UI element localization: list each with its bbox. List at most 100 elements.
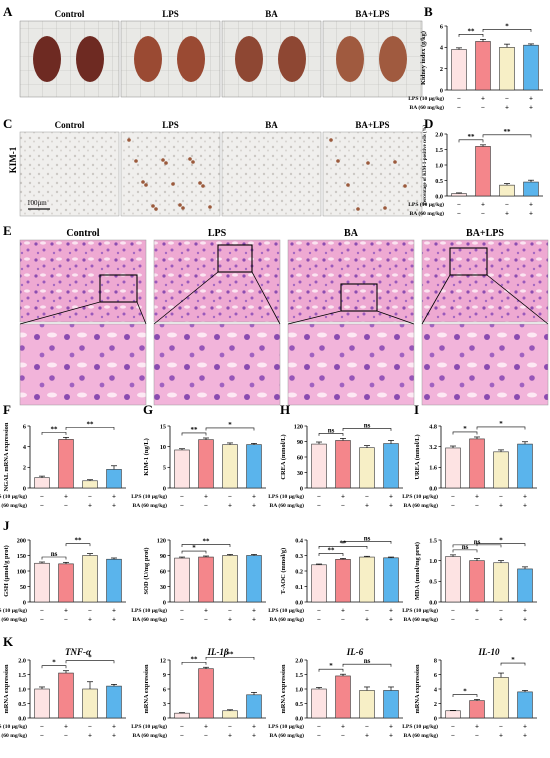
zoom-box-0 [99,274,138,303]
photo-a-label-0: Control [55,9,85,19]
sig-label: * [463,688,467,696]
lps-sign: + [252,723,256,731]
y-tick-label: 4 [440,45,443,52]
y-tick-label: 1.5 [295,672,303,679]
ba-sign: − [317,616,321,624]
sig-bracket [452,694,478,698]
sig-label: ** [203,537,211,545]
lps-sign: + [252,493,256,501]
y-tick-label: 0.3 [295,553,303,560]
lps-sign: + [341,607,345,615]
ihc-stain-dot [134,159,138,163]
bar-ba [493,562,509,603]
bar-ba-lps [106,469,122,489]
y-tick-label: 1.0 [295,686,303,693]
bar-ba-lps [517,568,533,603]
bar-lps [335,559,351,603]
ba-row-label: BA (60 mg/kg) [0,616,27,623]
sig-label: ns [328,426,335,434]
ba-sign: − [457,104,461,112]
sig-label: * [511,656,515,664]
sig-bracket [482,134,532,138]
sig-label: * [499,420,503,428]
sig-label: * [463,425,467,433]
ba-sign: + [252,502,256,510]
bar-control [451,49,467,91]
bar-lps [198,439,214,489]
sig-bracket [205,656,255,660]
sig-label: ns [364,534,371,542]
lps-sign: − [40,723,44,731]
sig-label: ns [462,543,469,551]
ihc-stain-dot [366,161,370,165]
ba-row-label: BA (60 mg/kg) [270,732,305,739]
panel-letter-c: C [3,116,12,131]
photo-c-label-0: Control [55,120,85,130]
ihc-stain-dot [201,184,205,188]
y-tick-label: 0.0 [429,485,437,492]
bar-ba-lps [523,181,539,197]
y-tick-label: 0.5 [295,701,303,708]
photo-e-low-2 [287,239,415,323]
bar-lps [469,560,485,603]
ba-sign: + [228,732,232,740]
zoom-line-left-0 [19,301,101,325]
sig-label: * [228,421,232,429]
ba-sign: + [252,732,256,740]
y-tick-label: 6 [163,686,166,693]
ba-row-label: BA (60 mg/kg) [410,104,445,111]
y-axis-label: CREA (mmol/L) [280,434,287,479]
bar-lps [58,563,74,603]
lps-sign: − [451,493,455,501]
sig-bracket [318,545,368,549]
bar-ba [499,47,515,91]
ihc-stain-dot [208,205,212,209]
y-tick-label: 0.0 [18,715,26,722]
sig-bracket [482,29,532,32]
bar-control [311,688,327,719]
ba-sign: + [228,502,232,510]
panel-letter-k: K [3,634,14,649]
sig-bracket [181,550,207,554]
sig-label: * [499,537,503,545]
lps-sign: + [389,493,393,501]
ihc-stain-dot [329,138,333,142]
lps-sign: + [481,201,485,209]
sig-label: ns [364,657,371,665]
ihc-stain-dot [141,180,145,184]
y-tick-label: 0 [163,715,166,722]
ba-row-label: BA (60 mg/kg) [404,732,439,739]
sig-label: ** [51,425,59,433]
y-tick-label: 30 [297,470,303,477]
ba-sign: + [88,616,92,624]
kidney-right-2 [278,36,306,82]
bar-lps [335,675,351,719]
bar-control [34,562,50,603]
ba-sign: + [365,732,369,740]
ba-row-label: BA (60 mg/kg) [133,502,168,509]
chart-h: 0 30 60 90 120 CREA (mmol/L) ns ns LPS (10 μg/kg… [268,421,403,510]
ba-row-label: BA (60 mg/kg) [0,732,27,739]
ihc-stain-dot [346,183,350,187]
sig-bracket [318,553,344,556]
zoom-box-1 [217,244,253,273]
y-tick-label: 1.0 [429,558,437,565]
panel-letter-d: D [424,116,433,131]
y-tick-label: 150 [17,553,26,560]
lps-sign: + [64,493,68,501]
y-tick-label: 60 [297,454,303,461]
lps-sign: − [228,493,232,501]
bar-ba-lps [246,555,262,603]
lps-sign: − [88,607,92,615]
photo-c-label-3: BA+LPS [355,120,389,130]
zoom-line-left-3 [421,274,451,325]
sig-bracket [342,540,392,544]
bar-lps [475,146,491,197]
ba-row-label: BA (60 mg/kg) [0,502,27,509]
chart-k4: 0 2 4 6 8 mRNA expression IL-10 * * LPS (10 μg/kg… [402,647,537,740]
bar-lps [58,672,74,719]
lps-sign: − [228,723,232,731]
